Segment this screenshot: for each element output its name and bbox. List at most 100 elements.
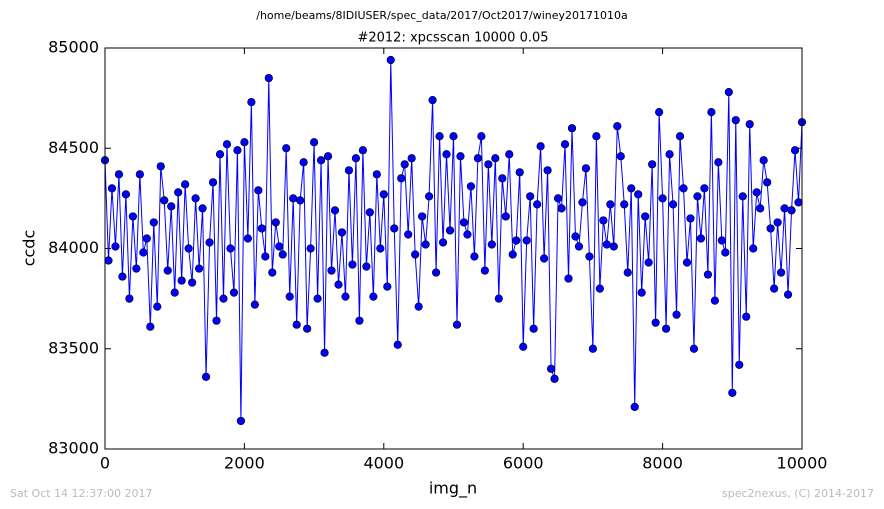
data-point: [526, 192, 535, 201]
data-point: [411, 250, 420, 259]
data-point: [494, 294, 503, 303]
data-point: [766, 224, 775, 233]
data-point: [599, 216, 608, 225]
data-point: [139, 248, 148, 257]
data-point: [243, 234, 252, 243]
data-point: [790, 146, 800, 155]
data-point: [606, 200, 615, 209]
data-point: [222, 140, 232, 149]
data-point: [142, 234, 151, 243]
data-point: [519, 342, 528, 351]
data-point: [567, 124, 577, 133]
data-point: [334, 280, 343, 289]
data-point: [707, 108, 716, 117]
data-point: [564, 274, 573, 283]
data-point: [330, 206, 340, 215]
data-point: [212, 316, 221, 325]
data-point: [634, 190, 643, 199]
data-point: [215, 150, 225, 159]
data-point: [665, 150, 674, 159]
data-point: [278, 250, 287, 259]
data-point: [742, 312, 751, 321]
data-point: [480, 266, 489, 275]
data-point: [174, 188, 183, 197]
data-point: [498, 174, 507, 183]
data-point: [456, 152, 465, 161]
footer-left: Sat Oct 14 12:37:00 2017: [10, 487, 152, 500]
data-point: [299, 158, 308, 167]
data-point: [536, 142, 545, 151]
data-point: [623, 268, 632, 277]
data-point: [592, 132, 601, 141]
data-point: [121, 190, 131, 199]
data-point: [379, 190, 388, 199]
data-point: [236, 416, 246, 426]
data-point: [421, 240, 430, 249]
data-point: [689, 344, 699, 353]
data-point: [780, 204, 789, 213]
data-point: [515, 168, 524, 177]
data-point: [167, 202, 176, 211]
data-point: [323, 152, 333, 161]
plot-frame: [104, 47, 803, 450]
data-point: [648, 160, 657, 169]
data-point: [672, 310, 681, 319]
data-point: [233, 146, 242, 155]
data-point: [442, 150, 451, 159]
data-point: [111, 242, 120, 251]
data-point: [759, 156, 768, 165]
data-point: [316, 156, 326, 165]
data-point: [261, 252, 270, 261]
data-point: [327, 266, 336, 275]
data-point: [484, 160, 493, 169]
data-point: [365, 208, 374, 217]
data-point: [630, 402, 639, 411]
data-point: [581, 164, 591, 173]
data-point: [386, 55, 395, 65]
data-point: [229, 288, 239, 297]
data-point: [282, 144, 291, 153]
data-point: [292, 320, 301, 329]
data-point: [205, 238, 214, 247]
data-point: [655, 108, 664, 117]
x-tick-label: 4000: [363, 454, 404, 473]
data-point: [118, 272, 127, 281]
data-point: [728, 388, 737, 397]
data-point: [296, 196, 305, 205]
data-point: [397, 174, 406, 183]
data-point: [128, 212, 137, 221]
data-point: [201, 372, 211, 381]
data-point: [550, 374, 559, 383]
data-point: [125, 294, 134, 303]
data-point: [344, 166, 354, 175]
data-point: [578, 198, 587, 207]
data-point: [588, 344, 598, 353]
x-tick-label: 8000: [642, 454, 683, 473]
x-tick-label: 2000: [224, 454, 265, 473]
data-point: [425, 192, 434, 201]
data-point: [553, 194, 563, 203]
data-point: [501, 212, 510, 221]
data-point: [390, 224, 399, 233]
data-point: [637, 288, 646, 297]
data-point: [170, 288, 179, 297]
data-point: [250, 300, 259, 309]
data-point: [571, 232, 580, 241]
data-point: [320, 348, 329, 357]
y-axis-label: ccdc: [20, 230, 39, 267]
data-point: [641, 212, 650, 221]
data-point: [522, 236, 531, 245]
x-tick-label: 0: [100, 454, 110, 473]
data-point: [177, 276, 186, 285]
data-point: [452, 320, 462, 329]
data-point: [104, 256, 113, 265]
data-point: [595, 284, 604, 293]
data-point: [491, 154, 500, 163]
data-point: [721, 248, 730, 257]
data-point: [240, 138, 249, 147]
data-point: [463, 230, 472, 239]
data-point: [355, 316, 364, 325]
